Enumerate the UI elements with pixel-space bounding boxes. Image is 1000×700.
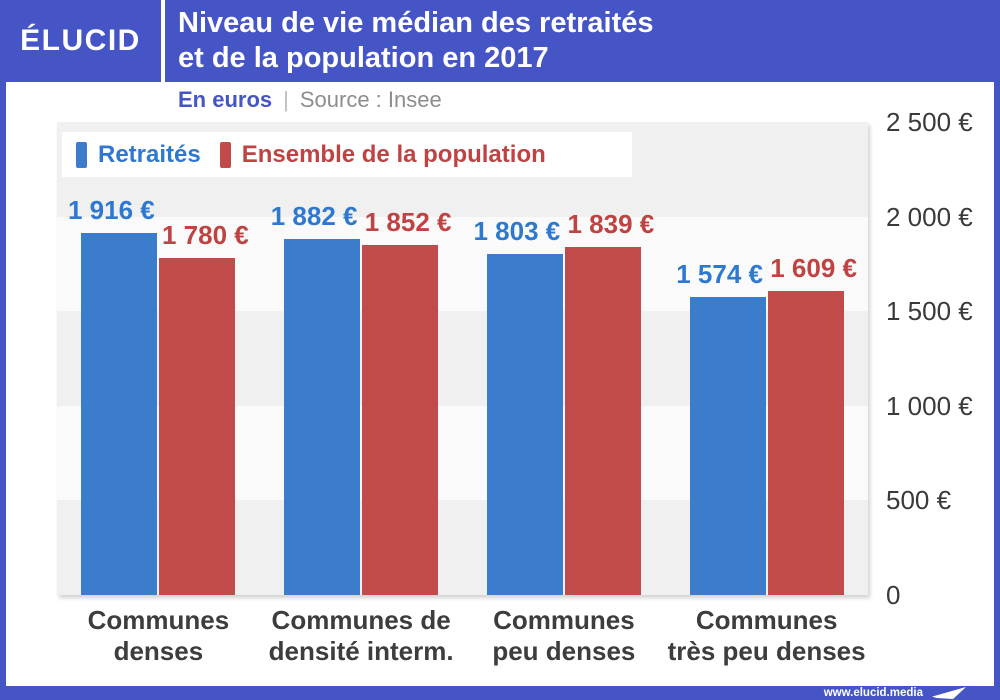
right-border	[994, 82, 1000, 700]
value-label: 1 916 €	[68, 194, 155, 225]
legend: Retraités Ensemble de la population	[62, 132, 632, 177]
header-divider	[161, 0, 165, 82]
header: ÉLUCID Niveau de vie médian des retraité…	[0, 0, 1000, 82]
legend-item-ensemble: Ensemble de la population	[219, 140, 546, 169]
legend-label-ensemble: Ensemble de la population	[241, 140, 546, 168]
left-border	[0, 82, 6, 700]
subtitle-row: En euros | Source : Insee	[178, 87, 442, 113]
category-label: Communes denses	[87, 605, 230, 666]
page-title: Niveau de vie médian des retraités et de…	[165, 0, 654, 82]
category-label: Communes très peu denses	[667, 605, 866, 666]
legend-label-retraites: Retraités	[98, 140, 201, 168]
brand-logo: ÉLUCID	[20, 24, 141, 57]
bar-ensemble: 1 852 €	[362, 207, 452, 595]
bar-group: 1 916 €1 780 €	[57, 122, 260, 595]
bar-ensemble: 1 839 €	[564, 209, 654, 595]
y-tick-label: 2 000 €	[886, 201, 973, 232]
value-label: 1 574 €	[676, 259, 763, 290]
category-label: Communes de densité interm.	[268, 605, 454, 666]
value-label: 1 882 €	[270, 200, 358, 231]
subtitle-separator: |	[283, 87, 289, 112]
x-axis-labels: Communes denses Communes de densité interm.…	[57, 605, 868, 667]
bar-ensemble: 1 780 €	[159, 220, 249, 595]
unit-label: En euros	[178, 87, 273, 112]
bar-group: 1 574 €1 609 €	[665, 122, 868, 595]
legend-marker-red-icon	[219, 141, 231, 168]
bar-retraites: 1 574 €	[676, 259, 766, 595]
category-label: Communes peu denses	[492, 605, 636, 666]
bar-group: 1 803 €1 839 €	[463, 122, 666, 595]
legend-item-retraites: Retraités	[76, 141, 201, 169]
legend-marker-blue-icon	[76, 141, 87, 168]
source-label: Source : Insee	[299, 87, 442, 112]
value-label: 1 839 €	[567, 209, 655, 240]
value-label: 1 852 €	[364, 206, 452, 237]
y-tick-label: 0	[886, 580, 901, 610]
footer: www.elucid.media	[0, 686, 1000, 700]
y-tick-label: 1 000 €	[886, 390, 973, 421]
title-line-2: et de la population en 2017	[178, 42, 549, 74]
y-axis: 2 500 € 2 000 € 1 500 € 1 000 € 500 € 0	[886, 107, 998, 610]
value-label: 1 803 €	[473, 215, 561, 246]
y-tick-label: 1 500 €	[886, 296, 973, 327]
elucid-arrow-icon	[932, 687, 966, 699]
value-label: 1 609 €	[770, 252, 857, 283]
bar-group: 1 882 €1 852 €	[260, 122, 463, 595]
bar-ensemble: 1 609 €	[767, 253, 857, 595]
footer-url: www.elucid.media	[823, 687, 923, 699]
value-label: 1 780 €	[162, 220, 249, 251]
bar-retraites: 1 916 €	[68, 195, 158, 595]
plot-area: Retraités Ensemble de la population 1 91…	[57, 122, 868, 595]
y-tick-label: 2 500 €	[886, 107, 973, 137]
bar-retraites: 1 882 €	[271, 201, 361, 595]
bar-retraites: 1 803 €	[474, 216, 563, 595]
y-tick-label: 500 €	[886, 485, 952, 516]
title-line-1: Niveau de vie médian des retraités	[178, 7, 654, 39]
